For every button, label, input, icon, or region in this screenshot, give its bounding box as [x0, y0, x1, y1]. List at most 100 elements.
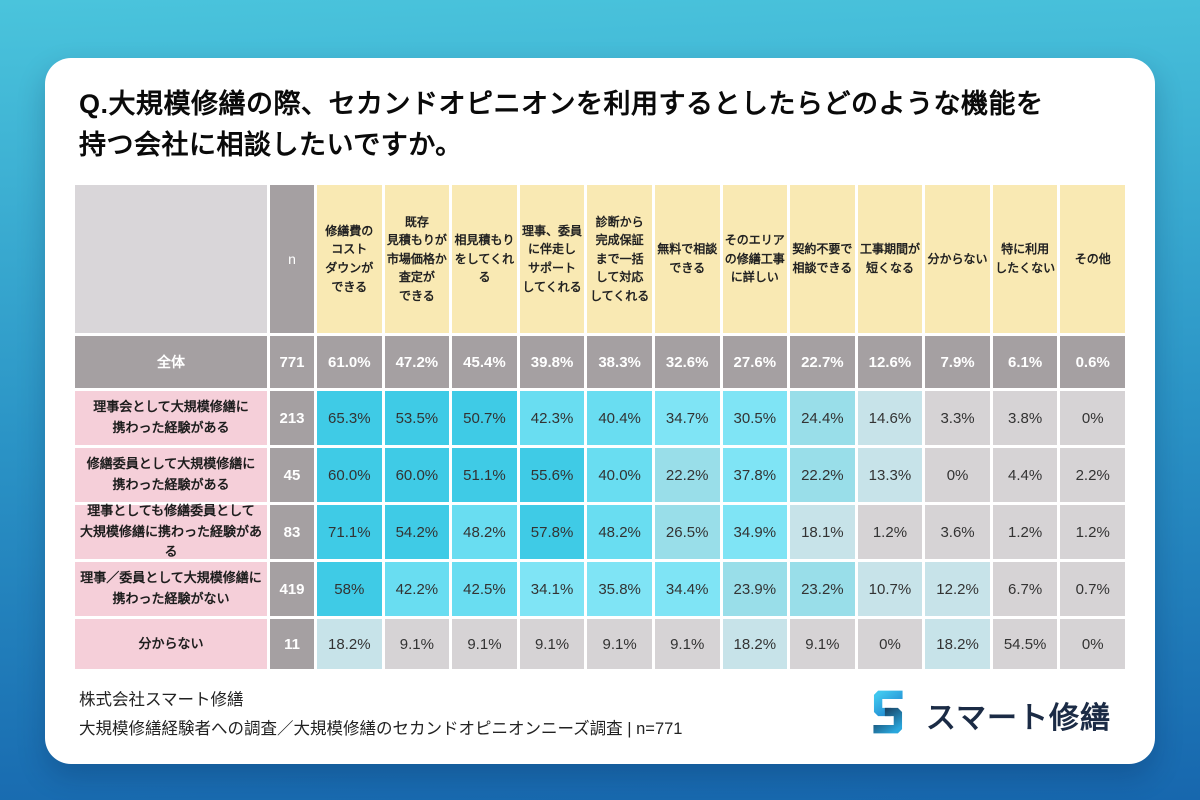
data-cell-1-9: 0%	[925, 448, 990, 502]
data-cell-2-1: 54.2%	[384, 505, 450, 559]
data-cell-1-8: 13.3%	[857, 448, 923, 502]
column-header-6: そのエリア の修繕工事 に詳しい	[722, 185, 788, 333]
data-cell-3-0: 58%	[317, 562, 382, 616]
row-label-1: 修繕委員として大規模修繕に 携わった経験がある	[75, 448, 267, 502]
source-info: 株式会社スマート修繕 大規模修繕経験者への調査／大規模修繕のセカンドオピニオンニ…	[79, 686, 682, 742]
data-cell-3-3: 34.1%	[519, 562, 585, 616]
n-value-1: 45	[270, 448, 314, 502]
total-cell-5: 32.6%	[654, 336, 720, 388]
row-label-3: 理事／委員として大規模修繕に 携わった経験がない	[75, 562, 267, 616]
data-cell-4-3: 9.1%	[519, 619, 585, 669]
n-value-total: 771	[270, 336, 314, 388]
data-cell-4-6: 18.2%	[722, 619, 788, 669]
column-header-9: 分からない	[925, 185, 990, 333]
data-cell-2-6: 34.9%	[722, 505, 788, 559]
total-cell-6: 27.6%	[722, 336, 788, 388]
column-header-0: 修繕費の コスト ダウンが できる	[317, 185, 382, 333]
data-cell-1-6: 37.8%	[722, 448, 788, 502]
data-cell-2-7: 18.1%	[790, 505, 855, 559]
logo-text: スマート修繕	[925, 701, 1111, 735]
data-cell-2-4: 48.2%	[587, 505, 652, 559]
total-cell-3: 39.8%	[519, 336, 585, 388]
data-cell-1-7: 22.2%	[790, 448, 855, 502]
results-table: n 修繕費の コスト ダウンが できる 既存 見積もりが 市場価格か 査定が できる…	[75, 185, 1125, 669]
data-cell-0-5: 34.7%	[654, 391, 720, 445]
data-cell-0-6: 30.5%	[722, 391, 788, 445]
column-header-10: 特に利用 したくない	[992, 185, 1058, 333]
logo-s-icon	[862, 686, 914, 743]
data-cell-0-8: 14.6%	[857, 391, 923, 445]
column-header-1: 既存 見積もりが 市場価格か 査定が できる	[384, 185, 450, 333]
survey-result-card: Q.大規模修繕の際、セカンドオピニオンを利用するとしたらどのような機能を 持つ会…	[45, 58, 1155, 764]
column-header-4: 診断から 完成保証 まで一括 して対応 してくれる	[587, 185, 652, 333]
column-header-2: 相見積もり をしてくれ る	[452, 185, 517, 333]
data-cell-4-9: 18.2%	[925, 619, 990, 669]
data-cell-4-4: 9.1%	[587, 619, 652, 669]
total-cell-4: 38.3%	[587, 336, 652, 388]
data-cell-2-11: 1.2%	[1060, 505, 1125, 559]
column-header-7: 契約不要で 相談できる	[790, 185, 855, 333]
data-cell-4-10: 54.5%	[992, 619, 1058, 669]
data-cell-3-11: 0.7%	[1060, 562, 1125, 616]
data-cell-0-2: 50.7%	[452, 391, 517, 445]
total-cell-2: 45.4%	[452, 336, 517, 388]
data-cell-3-7: 23.2%	[790, 562, 855, 616]
data-cell-4-0: 18.2%	[317, 619, 382, 669]
footer: 株式会社スマート修繕 大規模修繕経験者への調査／大規模修繕のセカンドオピニオンニ…	[79, 686, 1121, 743]
n-value-0: 213	[270, 391, 314, 445]
data-cell-0-10: 3.8%	[992, 391, 1058, 445]
data-cell-2-0: 71.1%	[317, 505, 382, 559]
data-cell-1-5: 22.2%	[654, 448, 720, 502]
data-cell-1-0: 60.0%	[317, 448, 382, 502]
company-name: 株式会社スマート修繕	[79, 691, 244, 710]
total-cell-9: 7.9%	[925, 336, 990, 388]
row-label-4: 分からない	[75, 619, 267, 669]
data-cell-0-4: 40.4%	[587, 391, 652, 445]
data-cell-2-3: 57.8%	[519, 505, 585, 559]
data-cell-1-3: 55.6%	[519, 448, 585, 502]
data-cell-2-10: 1.2%	[992, 505, 1058, 559]
data-cell-4-7: 9.1%	[790, 619, 855, 669]
data-cell-1-4: 40.0%	[587, 448, 652, 502]
total-cell-10: 6.1%	[992, 336, 1058, 388]
total-cell-1: 47.2%	[384, 336, 450, 388]
data-cell-2-8: 1.2%	[857, 505, 923, 559]
data-cell-0-0: 65.3%	[317, 391, 382, 445]
column-header-11: その他	[1060, 185, 1125, 333]
data-cell-4-5: 9.1%	[654, 619, 720, 669]
n-value-2: 83	[270, 505, 314, 559]
data-cell-0-9: 3.3%	[925, 391, 990, 445]
data-cell-3-4: 35.8%	[587, 562, 652, 616]
data-cell-0-3: 42.3%	[519, 391, 585, 445]
data-cell-2-5: 26.5%	[654, 505, 720, 559]
total-cell-0: 61.0%	[317, 336, 382, 388]
total-cell-7: 22.7%	[790, 336, 855, 388]
data-cell-0-7: 24.4%	[790, 391, 855, 445]
data-cell-4-1: 9.1%	[384, 619, 450, 669]
data-cell-4-11: 0%	[1060, 619, 1125, 669]
question-title: Q.大規模修繕の際、セカンドオピニオンを利用するとしたらどのような機能を 持つ会…	[79, 89, 1044, 160]
column-header-3: 理事、委員 に伴走し サポート してくれる	[519, 185, 585, 333]
data-cell-4-8: 0%	[857, 619, 923, 669]
total-cell-11: 0.6%	[1060, 336, 1125, 388]
data-cell-3-1: 42.2%	[384, 562, 450, 616]
row-label-2: 理事としても修繕委員として 大規模修繕に携わった経験がある	[75, 503, 267, 559]
data-cell-1-2: 51.1%	[452, 448, 517, 502]
data-cell-1-1: 60.0%	[384, 448, 450, 502]
row-label-total: 全体	[75, 336, 267, 388]
column-header-8: 工事期間が 短くなる	[857, 185, 923, 333]
data-cell-3-9: 12.2%	[925, 562, 990, 616]
data-cell-2-9: 3.6%	[925, 505, 990, 559]
data-cell-1-10: 4.4%	[992, 448, 1058, 502]
row-label-0: 理事会として大規模修繕に 携わった経験がある	[75, 391, 267, 445]
data-cell-3-6: 23.9%	[722, 562, 788, 616]
data-cell-3-5: 34.4%	[654, 562, 720, 616]
smart-shuzen-logo: スマート修繕	[862, 686, 1111, 743]
table-corner-cell	[75, 185, 267, 333]
n-value-4: 11	[270, 619, 314, 669]
data-cell-0-11: 0%	[1060, 391, 1125, 445]
data-cell-1-11: 2.2%	[1060, 448, 1125, 502]
survey-name: 大規模修繕経験者への調査／大規模修繕のセカンドオピニオンニーズ調査 | n=77…	[79, 719, 683, 738]
column-header-5: 無料で相談 できる	[654, 185, 720, 333]
data-cell-3-10: 6.7%	[992, 562, 1058, 616]
